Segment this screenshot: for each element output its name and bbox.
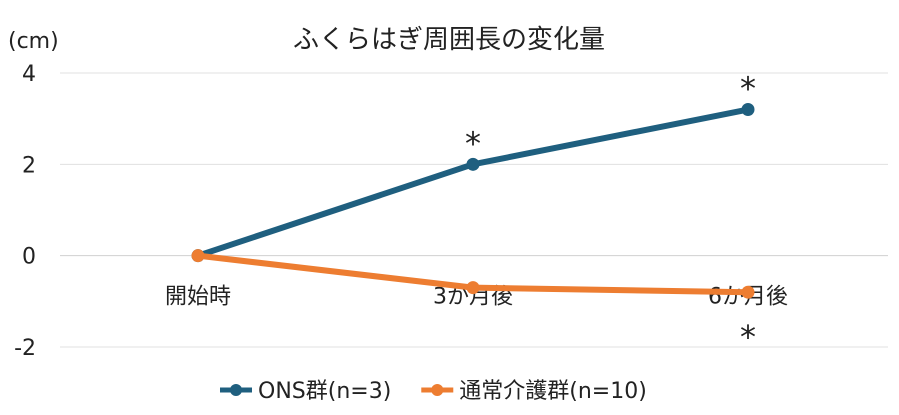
legend: ONS群(n=3) 通常介護群(n=10) — [220, 379, 647, 404]
legend-label: ONS群(n=3) — [258, 379, 391, 404]
y-tick-label: 0 — [22, 245, 36, 270]
chart-title: ふくらはぎ周囲長の変化量 — [293, 25, 605, 55]
legend-label: 通常介護群(n=10) — [459, 379, 647, 404]
y-tick-label: -2 — [14, 336, 36, 361]
x-tick-label: 開始時 — [165, 285, 231, 310]
legend-item: ONS群(n=3) — [220, 379, 391, 404]
significance-markers: * * * — [465, 70, 756, 357]
data-point — [191, 249, 205, 263]
y-tick-label: 2 — [22, 153, 36, 178]
data-point — [741, 285, 755, 299]
y-axis-unit-label: (cm) — [8, 29, 59, 54]
series-lines — [191, 103, 755, 299]
legend-swatch-marker — [431, 384, 444, 396]
legend-item: 通常介護群(n=10) — [421, 379, 647, 404]
y-axis-ticks: 4 2 0 -2 — [14, 62, 36, 361]
significance-asterisk: * — [740, 70, 756, 108]
data-point — [741, 103, 755, 117]
significance-asterisk: * — [465, 124, 481, 162]
y-tick-label: 4 — [22, 62, 36, 87]
data-point — [466, 157, 480, 171]
significance-asterisk: * — [740, 318, 756, 356]
data-point — [466, 281, 480, 295]
legend-swatch-marker — [230, 384, 242, 396]
